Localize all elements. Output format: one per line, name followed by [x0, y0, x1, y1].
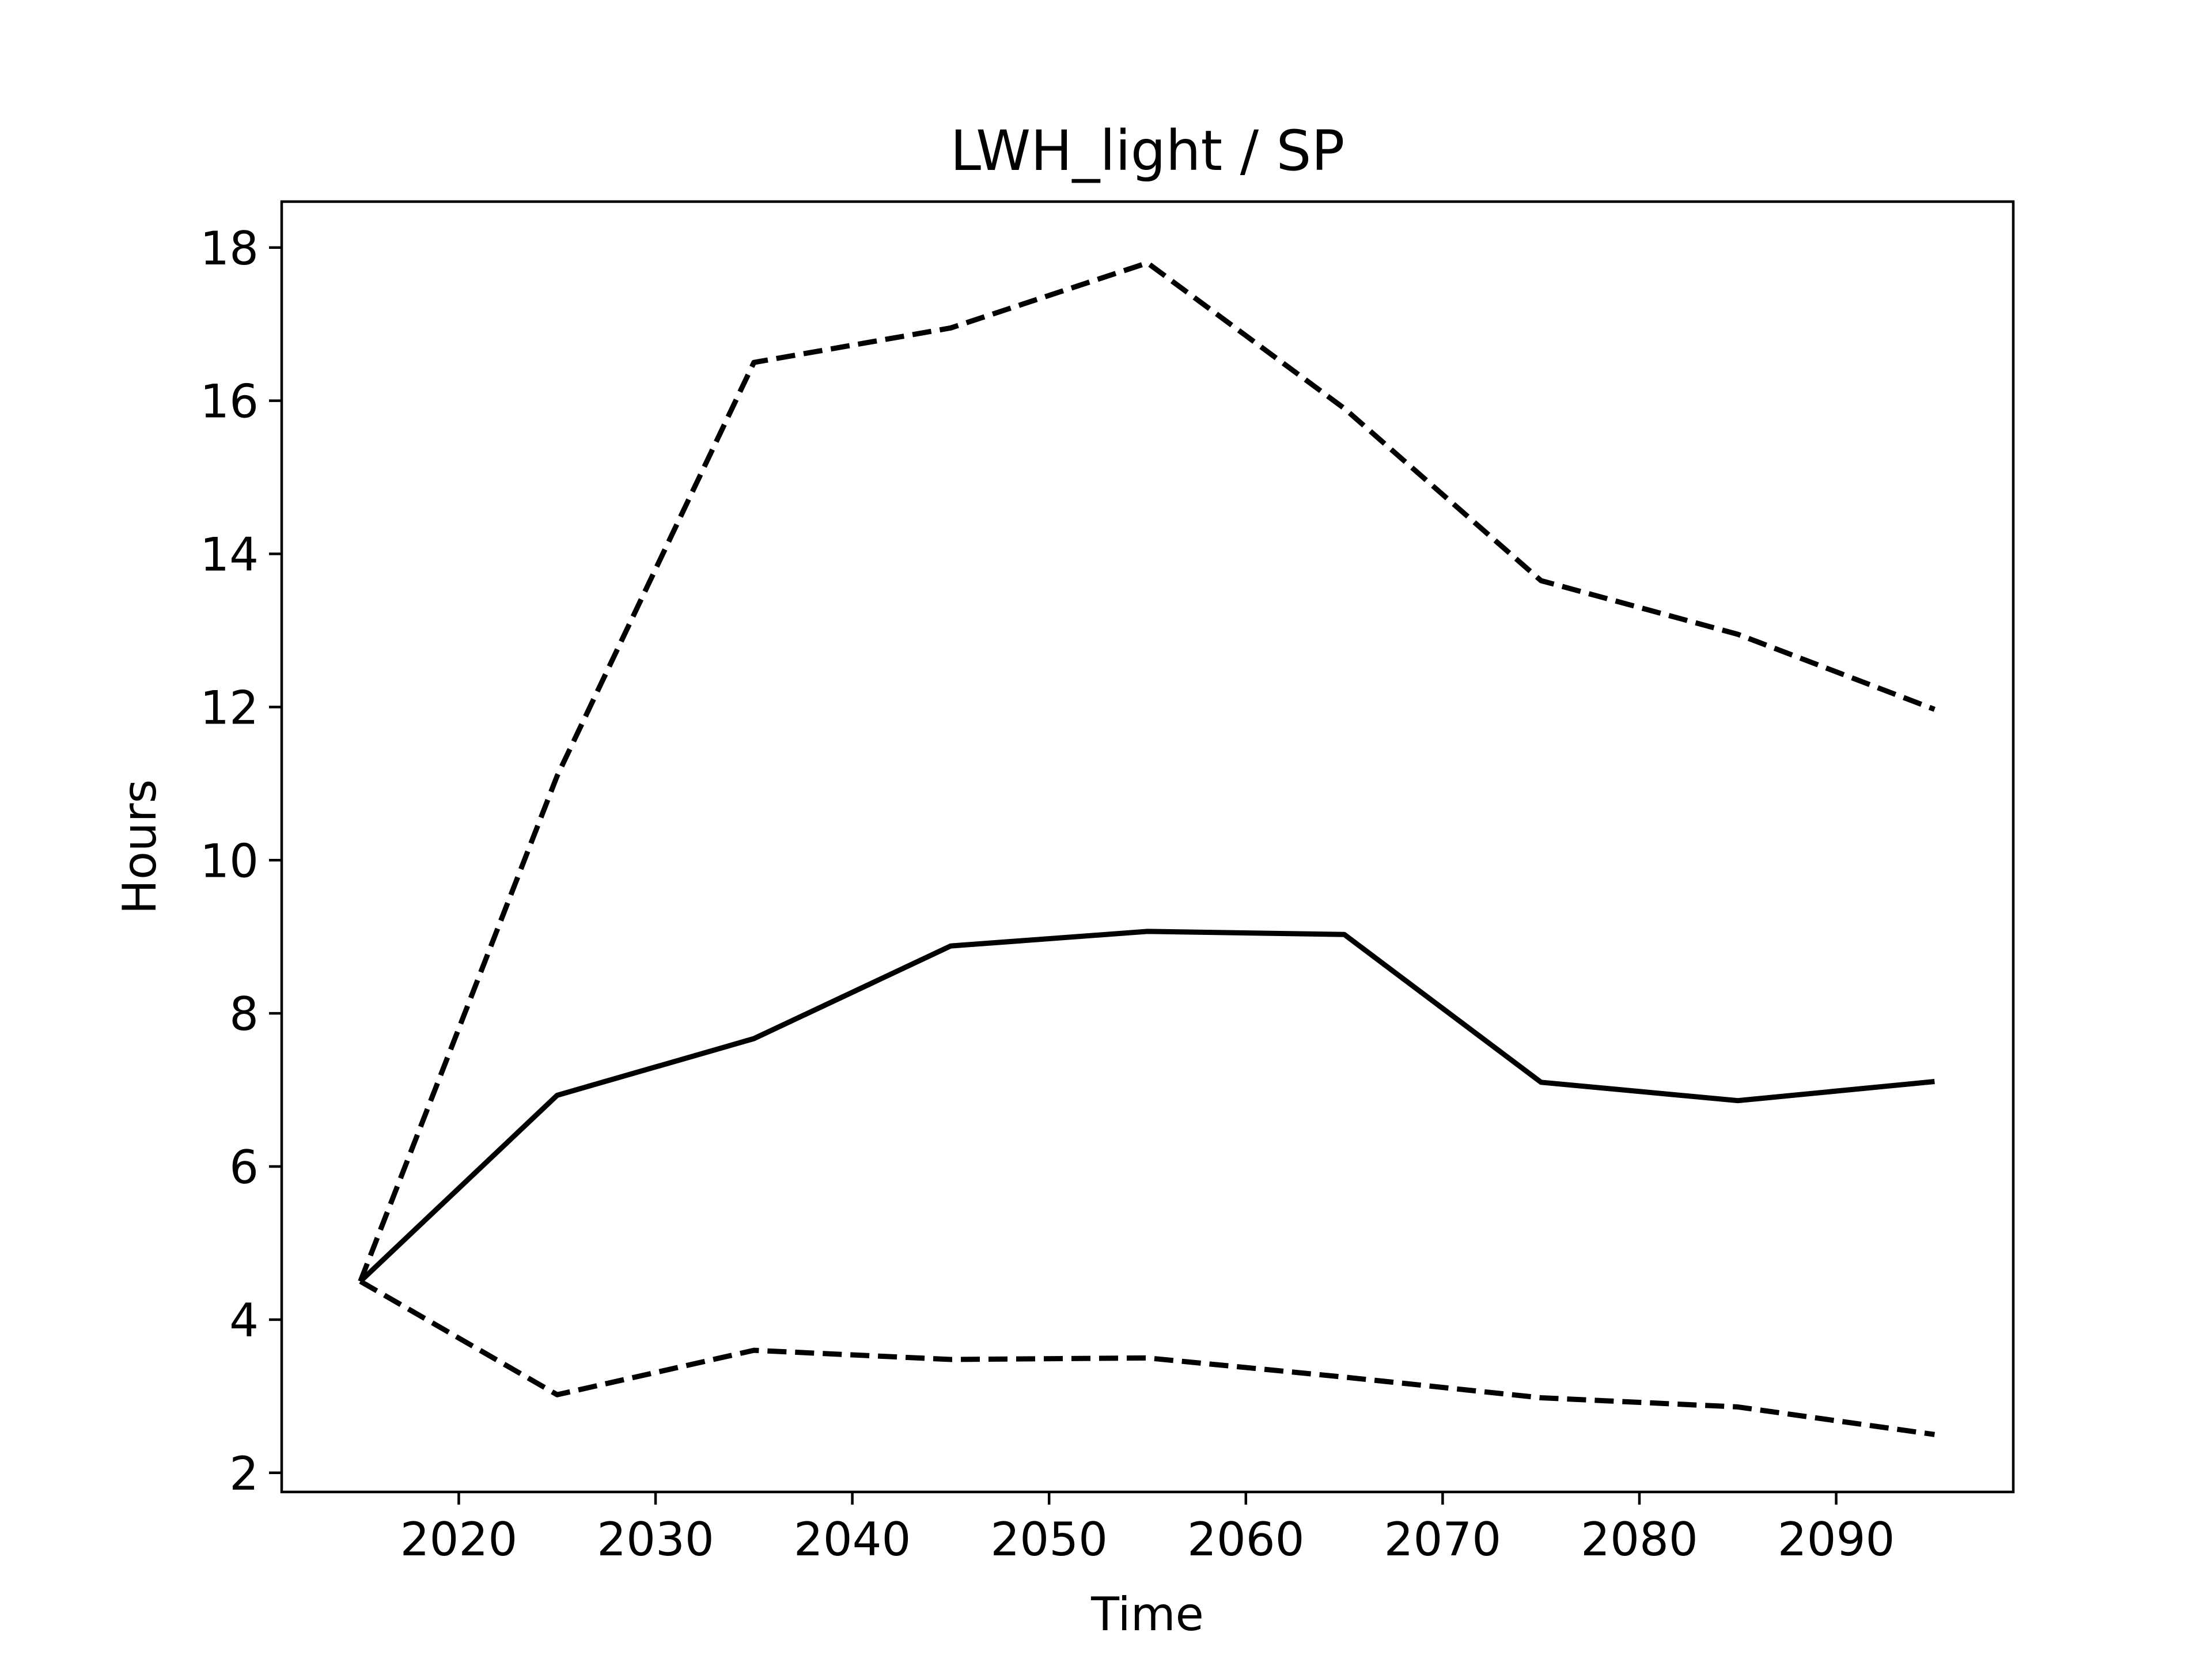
y-tick-label: 2	[229, 1447, 259, 1501]
series-line-2-dashed	[358, 260, 1936, 1283]
y-tick-label: 18	[200, 222, 259, 275]
y-tick-label: 4	[229, 1294, 259, 1347]
x-tick-label: 2060	[1187, 1513, 1305, 1566]
y-tick-label: 14	[200, 528, 259, 582]
x-tick-label: 2090	[1778, 1513, 1895, 1566]
chart-title: LWH_light / SP	[950, 119, 1345, 183]
y-axis: 2 4 6 8 10 12 14 16 18	[200, 222, 282, 1501]
x-axis: 2020 2030 2040 2050 2060 2070 2080 2090	[400, 1492, 1895, 1566]
x-tick-label: 2070	[1384, 1513, 1502, 1566]
x-tick-label: 2050	[990, 1513, 1108, 1566]
series-line-3-dashed	[359, 1279, 1936, 1437]
y-tick-label: 10	[200, 834, 259, 888]
y-tick-label: 16	[200, 375, 259, 429]
x-tick-label: 2040	[794, 1513, 911, 1566]
y-tick-label: 8	[229, 987, 259, 1041]
x-tick-label: 2020	[400, 1513, 518, 1566]
x-tick-label: 2080	[1581, 1513, 1698, 1566]
y-axis-label: Hours	[113, 779, 166, 914]
x-tick-label: 2030	[597, 1513, 714, 1566]
series-line-1-solid	[358, 929, 1935, 1283]
y-tick-label: 6	[229, 1141, 259, 1194]
plot-frame	[280, 200, 2015, 1494]
x-axis-label: Time	[1090, 1588, 1204, 1641]
plot-area	[358, 260, 1936, 1437]
y-tick-label: 12	[200, 681, 259, 734]
